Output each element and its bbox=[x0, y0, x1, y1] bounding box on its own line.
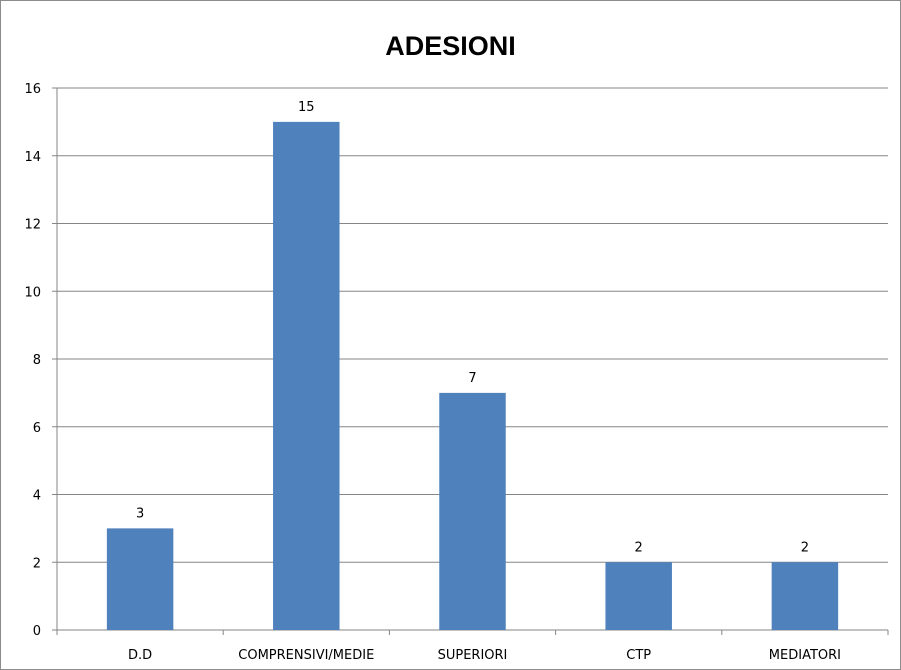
data-label: 15 bbox=[298, 100, 315, 115]
bar-2 bbox=[439, 392, 506, 630]
x-tick-label: CTP bbox=[626, 648, 651, 663]
data-label: 2 bbox=[635, 540, 643, 555]
data-label: 2 bbox=[801, 540, 809, 555]
x-tick-label: SUPERIORI bbox=[438, 648, 508, 663]
y-tick-label: 12 bbox=[24, 218, 41, 233]
y-tick-label: 2 bbox=[33, 556, 41, 571]
x-tick-label: COMPRENSIVI/MEDIE bbox=[238, 648, 374, 663]
data-label: 3 bbox=[136, 506, 144, 521]
bar-3 bbox=[605, 562, 672, 630]
y-tick-label: 4 bbox=[33, 489, 41, 504]
y-tick-label: 14 bbox=[24, 150, 41, 165]
x-tick-label: MEDIATORI bbox=[769, 648, 841, 663]
bar-1 bbox=[273, 121, 340, 630]
chart-title: ADESIONI bbox=[385, 31, 516, 61]
data-label: 7 bbox=[468, 371, 476, 386]
y-tick-label: 10 bbox=[24, 285, 41, 300]
y-tick-label: 8 bbox=[33, 353, 41, 368]
bar-4 bbox=[771, 562, 839, 630]
x-tick-label: D.D bbox=[128, 648, 152, 663]
y-tick-label: 16 bbox=[24, 82, 41, 97]
y-tick-label: 6 bbox=[33, 421, 41, 436]
y-tick-label: 0 bbox=[33, 624, 41, 639]
bar-0 bbox=[106, 528, 174, 630]
